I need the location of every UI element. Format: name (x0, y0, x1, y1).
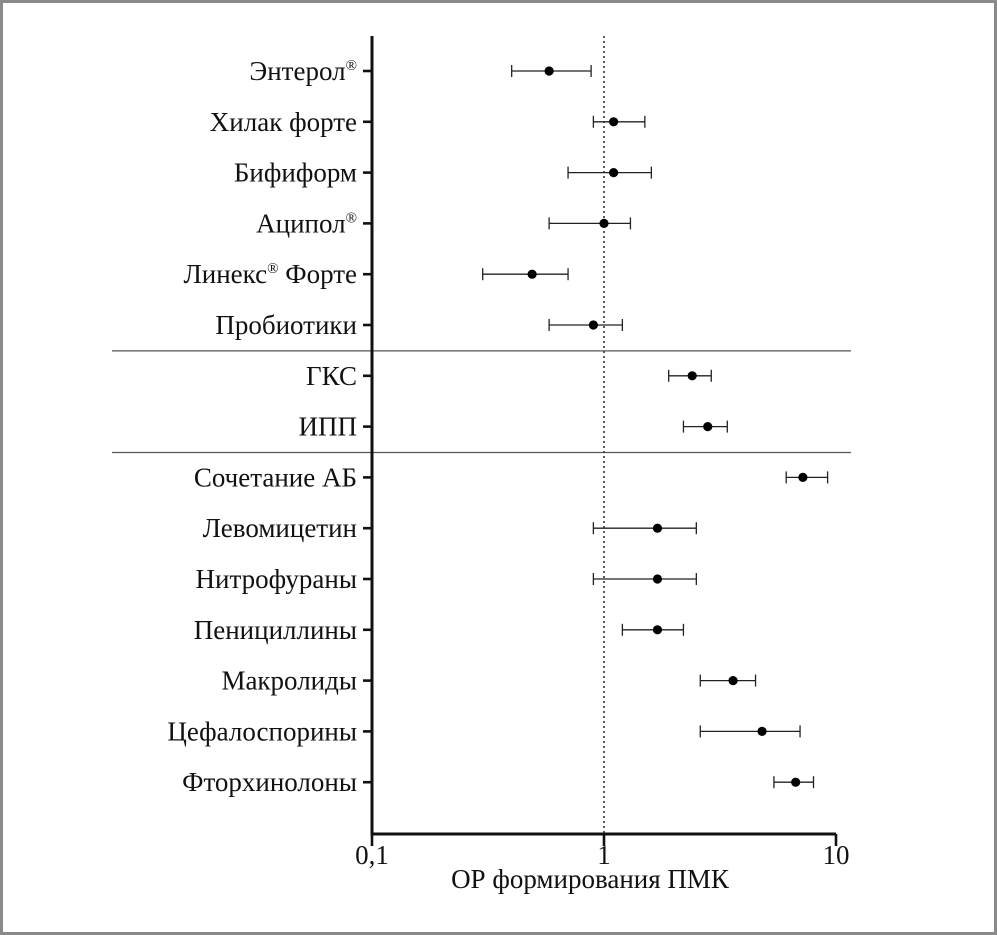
confidence-interval (592, 115, 646, 128)
x-tick-label: 1 (597, 840, 611, 870)
point-estimate (588, 320, 598, 330)
category-label: Фторхинолоны (182, 767, 357, 797)
point-estimate (703, 422, 713, 432)
category-label: Хилак форте (210, 107, 357, 137)
x-ticks (370, 834, 838, 846)
category-label: Левомицетин (203, 513, 357, 543)
x-tick-labels: 0,1 1 10 (355, 840, 849, 870)
category-label: Нитрофураны (196, 564, 357, 594)
x-axis-title: ОР формирования ПМК (451, 864, 730, 894)
confidence-interval (699, 725, 801, 738)
category-label: Пробиотики (215, 310, 357, 340)
confidence-interval (482, 268, 569, 281)
category-label: Бифиформ (234, 158, 357, 188)
point-estimate (527, 269, 537, 279)
confidence-interval (548, 319, 624, 331)
point-estimate (544, 66, 554, 76)
confidence-interval (592, 522, 697, 535)
group-separators (112, 350, 851, 454)
point-estimate (757, 726, 767, 737)
x-tick-label: 10 (823, 840, 850, 870)
x-tick-label: 0,1 (355, 840, 389, 870)
point-estimate (652, 523, 663, 533)
point-estimate (687, 371, 697, 381)
y-ticks (363, 69, 372, 784)
category-label: Линекс® Форте (183, 259, 357, 289)
point-estimate (609, 117, 619, 127)
confidence-intervals (482, 65, 829, 789)
confidence-interval (699, 674, 757, 687)
category-label: Аципол® (256, 208, 357, 238)
category-label: Цефалоспорины (167, 716, 357, 746)
point-estimate (652, 574, 663, 584)
point-estimate (599, 218, 609, 228)
category-labels: Энтерол® Хилак форте Бифиформ Аципол® Линекс… (167, 56, 357, 797)
category-label: Сочетание АБ (194, 462, 357, 492)
confidence-interval (592, 573, 697, 585)
point-estimate (791, 777, 801, 787)
point-estimate (609, 168, 619, 178)
confidence-interval (548, 217, 632, 230)
category-label: Энтерол® (249, 56, 357, 86)
point-estimate (728, 676, 738, 686)
category-label: ГКС (306, 361, 357, 391)
category-label: ИПП (299, 412, 358, 442)
category-label: Пенициллины (194, 615, 357, 645)
point-estimate (652, 625, 663, 635)
point-estimate (798, 472, 808, 482)
point-estimates (527, 66, 808, 787)
category-label: Макролиды (221, 666, 357, 696)
